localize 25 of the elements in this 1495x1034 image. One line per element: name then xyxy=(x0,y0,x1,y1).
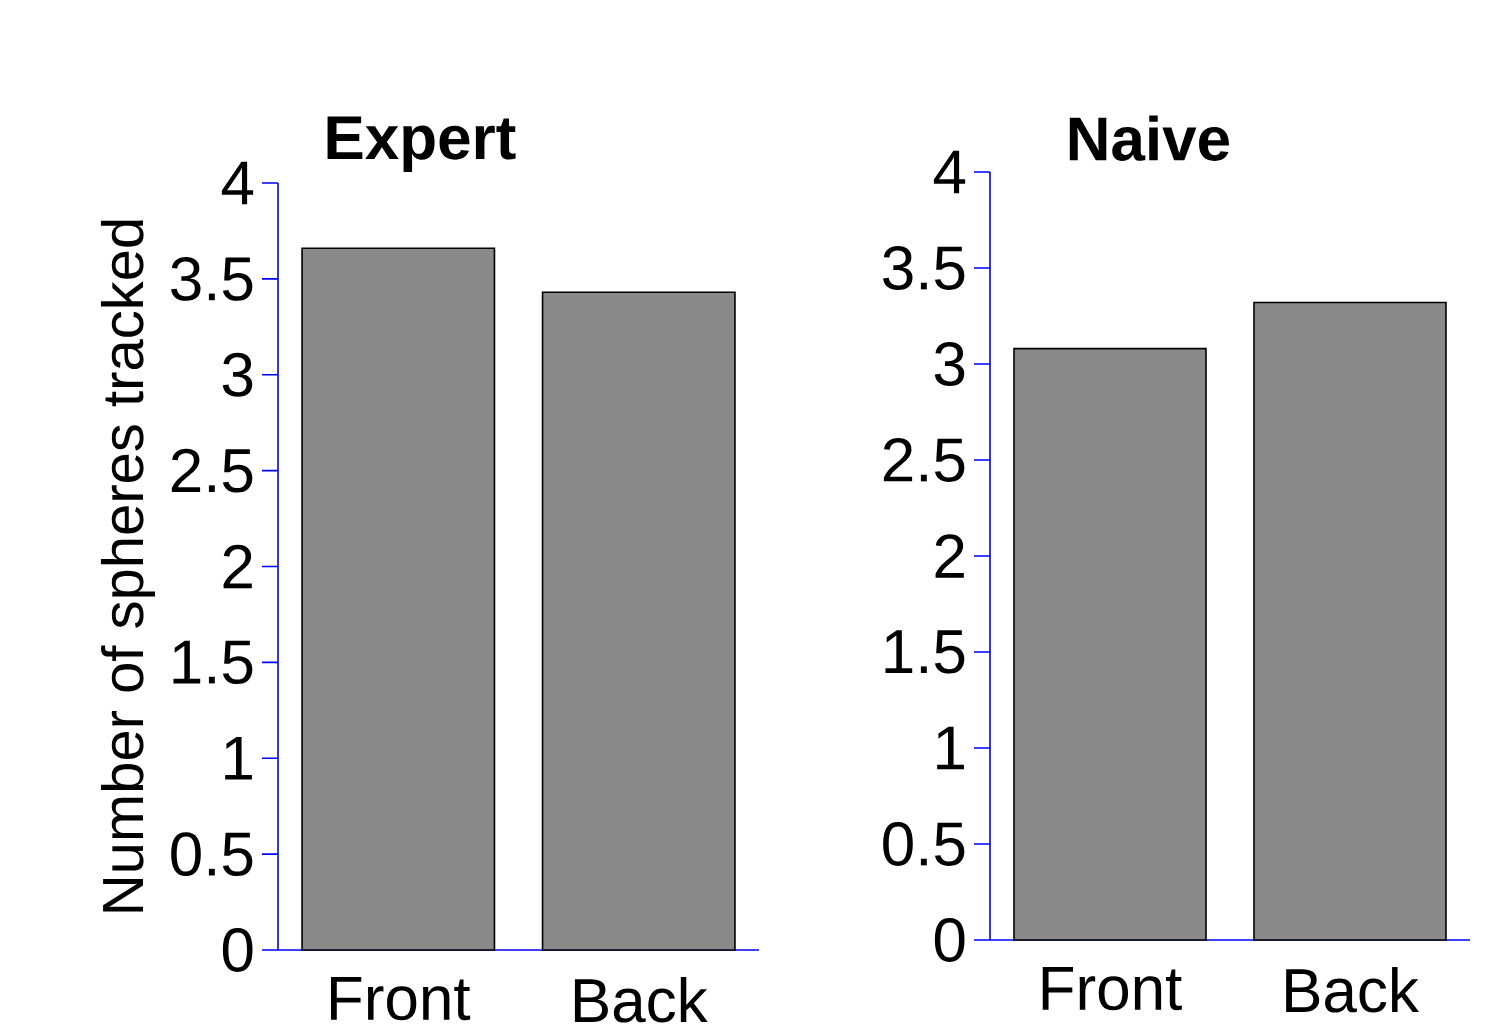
y-tick-label: 2.5 xyxy=(171,448,253,493)
x-tick-label: Back xyxy=(574,977,708,1023)
y-tick-label: 1.5 xyxy=(173,640,253,684)
y-tick-label: 0 xyxy=(934,918,965,962)
y-tick-label: 3 xyxy=(222,352,253,397)
y-tick-label: 3.5 xyxy=(883,246,965,290)
y-tick-label: 4 xyxy=(933,150,966,194)
y-tick-label: 0.5 xyxy=(883,822,965,866)
y-tick-label: 0 xyxy=(222,928,253,972)
x-tick-label: Back xyxy=(1286,967,1419,1013)
y-tick-label: 4 xyxy=(221,161,254,205)
y-tick-label: 1.5 xyxy=(885,630,965,674)
y-tick-label: 0.5 xyxy=(171,832,253,877)
y-tick-label: 1 xyxy=(937,726,964,770)
y-tick-label: 1 xyxy=(225,736,252,780)
y-tick-label: 2.5 xyxy=(883,438,965,482)
y-tick-label: 2 xyxy=(935,534,964,578)
y-tick-label: 2 xyxy=(223,544,252,589)
chart-title: Naive xyxy=(1069,115,1229,161)
chart-title: Expert xyxy=(327,116,516,172)
x-tick-label: Front xyxy=(1042,967,1182,1011)
x-tick-label: Front xyxy=(330,977,471,1021)
y-axis-title: Number of spheres tracked xyxy=(100,220,156,912)
y-tick-label: 3.5 xyxy=(171,256,253,301)
y-tick-label: 3 xyxy=(934,342,965,386)
